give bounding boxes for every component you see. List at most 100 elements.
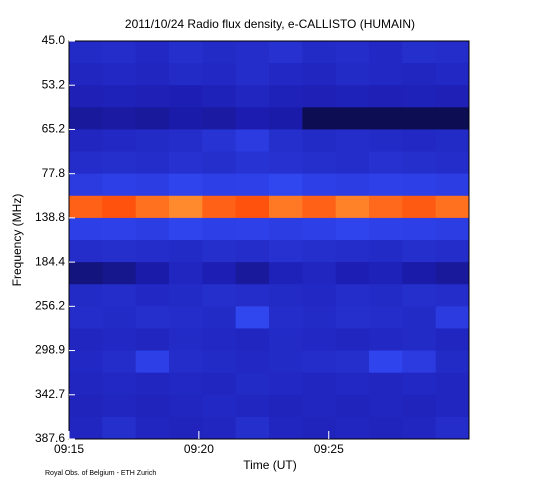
cell: [369, 306, 403, 329]
cell: [302, 173, 337, 197]
cell: [435, 306, 470, 329]
cell: [435, 372, 470, 396]
cell: [435, 41, 470, 64]
cell: [269, 350, 303, 374]
cell: [435, 328, 470, 352]
cell: [435, 173, 470, 197]
cell: [435, 129, 470, 153]
cell: [369, 416, 403, 440]
cell: [269, 129, 303, 153]
cell: [402, 129, 437, 153]
y-tick-label: 387.6: [35, 431, 65, 445]
cell: [402, 195, 437, 219]
cell: [69, 394, 103, 418]
cell: [135, 394, 170, 418]
cell: [269, 63, 303, 86]
cell: [369, 394, 403, 418]
cell: [69, 350, 103, 374]
cell: [102, 306, 137, 329]
cell: [269, 416, 303, 440]
cell: [402, 394, 437, 418]
cell: [169, 306, 203, 329]
cell: [102, 350, 137, 374]
cell: [69, 85, 103, 108]
cell: [235, 217, 270, 241]
cell: [235, 85, 270, 108]
cell: [235, 262, 270, 285]
cell: [369, 328, 403, 352]
cell: [369, 63, 403, 86]
x-tick-label: 09:20: [184, 442, 214, 456]
cell: [369, 85, 403, 108]
cell: [402, 262, 437, 285]
cell: [369, 173, 403, 197]
cell: [169, 350, 203, 374]
cell: [135, 416, 170, 440]
cell: [102, 217, 137, 241]
cell: [202, 63, 237, 86]
cell: [302, 328, 337, 352]
cell: [102, 85, 137, 108]
cell: [202, 85, 237, 108]
cell: [402, 372, 437, 396]
cell: [435, 63, 470, 86]
cell: [169, 63, 203, 86]
cell: [335, 240, 370, 263]
cell: [235, 328, 270, 352]
cell: [435, 350, 470, 374]
cell: [102, 328, 137, 352]
cell: [202, 173, 237, 197]
cell: [102, 416, 137, 440]
y-tick-label: 65.2: [42, 122, 66, 136]
cell: [235, 107, 270, 130]
cell: [102, 129, 137, 153]
cell: [69, 372, 103, 396]
cell: [235, 306, 270, 329]
cell: [102, 151, 137, 175]
cell: [269, 107, 303, 130]
cell: [269, 394, 303, 418]
cell: [135, 262, 170, 285]
cell: [402, 217, 437, 241]
cell: [69, 195, 103, 219]
cell: [335, 416, 370, 440]
cell: [102, 240, 137, 263]
cell: [202, 41, 237, 64]
cell: [69, 240, 103, 263]
y-tick-label: 184.4: [35, 254, 65, 268]
cell: [202, 328, 237, 352]
cell: [169, 262, 203, 285]
cell: [135, 372, 170, 396]
cell: [269, 262, 303, 285]
cell: [369, 372, 403, 396]
cell: [302, 129, 337, 153]
cell: [369, 195, 403, 219]
cell: [69, 284, 103, 307]
y-tick-label: 256.2: [35, 299, 65, 313]
cell: [335, 262, 370, 285]
cell: [302, 217, 337, 241]
x-tick-label: 09:15: [54, 442, 84, 456]
cell: [369, 240, 403, 263]
cell: [335, 195, 370, 219]
cell: [235, 151, 270, 175]
x-tick-label: 09:25: [314, 442, 344, 456]
cell: [302, 416, 337, 440]
cell: [435, 262, 470, 285]
cell: [202, 262, 237, 285]
cell: [202, 394, 237, 418]
cell: [135, 129, 170, 153]
cell: [269, 217, 303, 241]
cell: [435, 107, 470, 130]
cell: [435, 416, 470, 440]
cell: [69, 306, 103, 329]
cell: [69, 151, 103, 175]
cell: [135, 284, 170, 307]
cell: [335, 107, 370, 130]
cell: [335, 350, 370, 374]
cell: [69, 416, 103, 440]
cell: [269, 306, 303, 329]
cell: [235, 284, 270, 307]
cell: [269, 151, 303, 175]
cell: [135, 306, 170, 329]
